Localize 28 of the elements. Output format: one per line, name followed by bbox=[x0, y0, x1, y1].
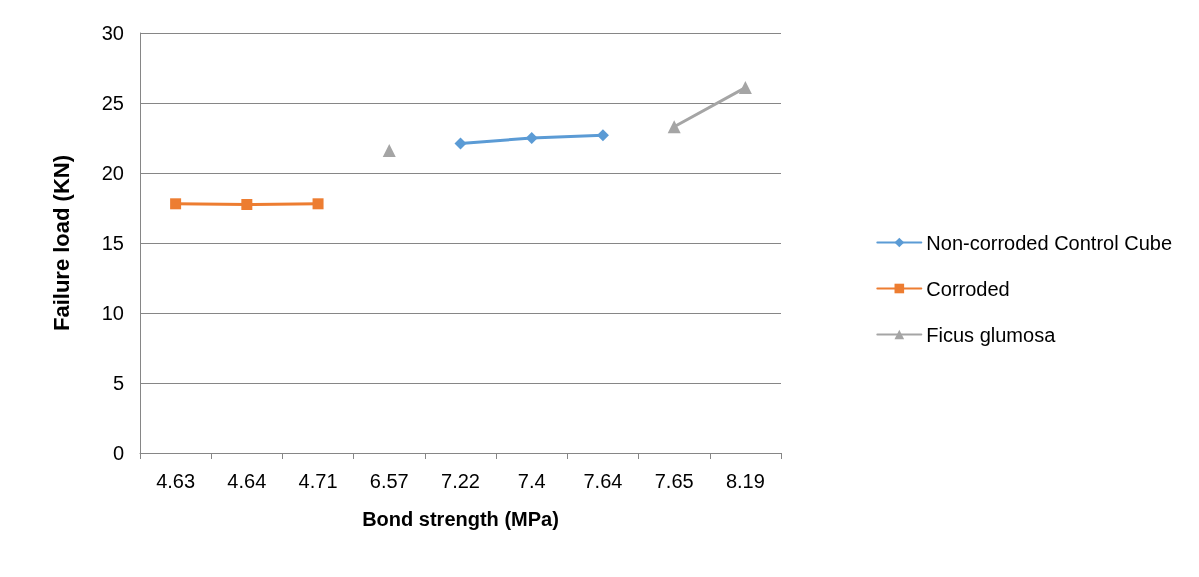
x-tick-label: 7.4 bbox=[517, 470, 546, 492]
x-tick-label: 6.57 bbox=[369, 470, 409, 492]
x-tick-label: 4.64 bbox=[227, 470, 267, 492]
point bbox=[454, 137, 467, 150]
y-tick-label: 0 bbox=[112, 442, 124, 464]
point bbox=[241, 199, 253, 210]
point bbox=[667, 120, 681, 134]
x-tick-label: 7.65 bbox=[654, 470, 694, 492]
legend-label: Non-corroded Control Cube bbox=[926, 231, 1172, 254]
point bbox=[382, 144, 396, 158]
y-tick-label: 20 bbox=[101, 162, 124, 184]
point bbox=[312, 198, 324, 210]
x-axis-title: Bond strength (MPa) bbox=[362, 508, 559, 530]
x-tick-label: 8.19 bbox=[725, 470, 765, 492]
y-tick-label: 25 bbox=[101, 92, 124, 114]
y-tick-label: 10 bbox=[101, 302, 124, 324]
point bbox=[170, 198, 182, 210]
y-axis-title: Failure load (KN) bbox=[48, 154, 74, 332]
legend-label: Corroded bbox=[926, 277, 1010, 300]
y-tick-label: 5 bbox=[112, 372, 124, 394]
point bbox=[738, 81, 752, 95]
x-tick-label: 7.22 bbox=[441, 470, 480, 492]
x-tick-label: 4.71 bbox=[298, 470, 338, 492]
y-tick-label: 30 bbox=[101, 22, 124, 44]
legend-label: Ficus glumosa bbox=[926, 323, 1057, 346]
y-tick-label: 15 bbox=[101, 232, 124, 254]
x-tick-label: 7.64 bbox=[583, 470, 623, 492]
x-tick-label: 4.63 bbox=[156, 470, 196, 492]
